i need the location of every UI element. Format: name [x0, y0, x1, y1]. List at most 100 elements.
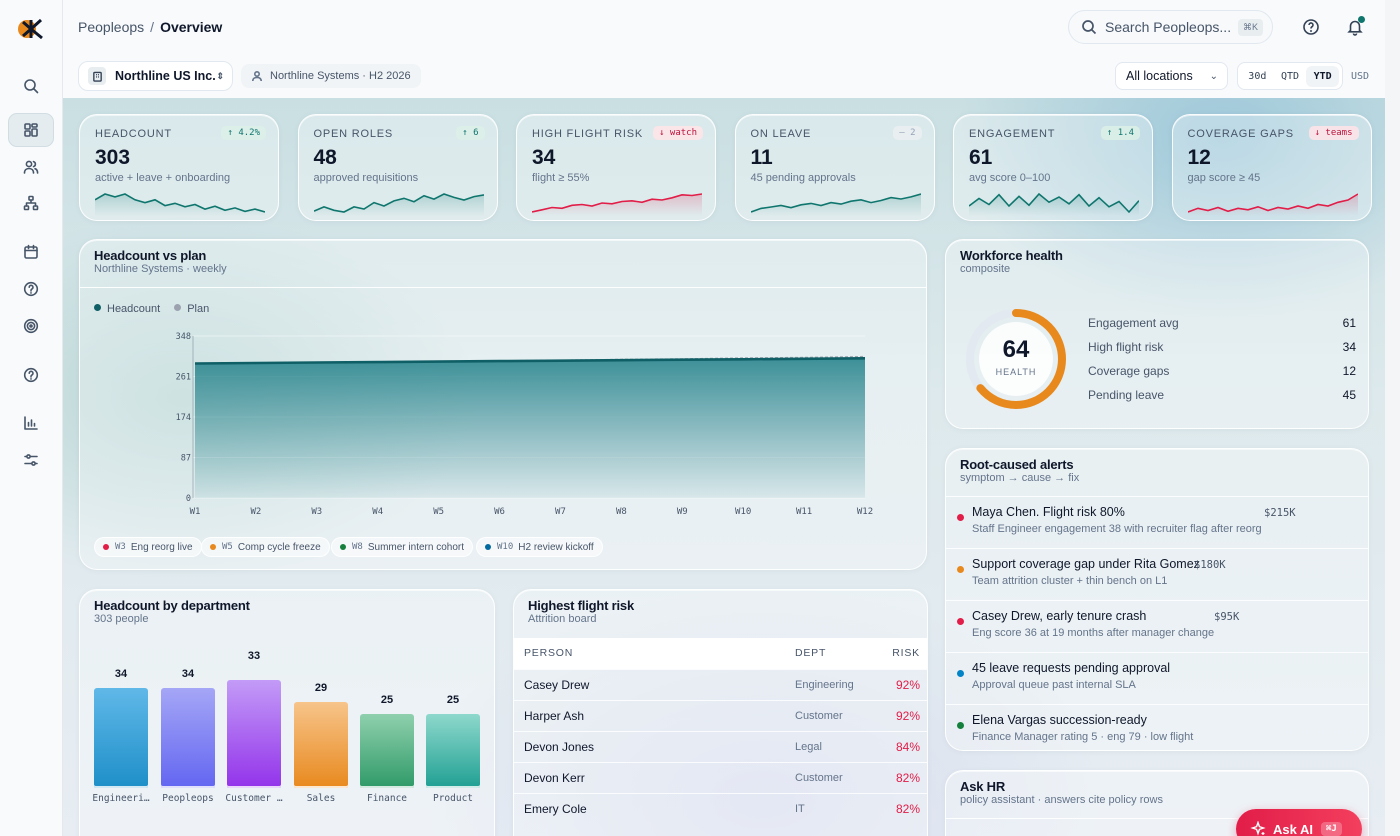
alert-item[interactable]: Support coverage gap under Rita Gomez Tea…: [946, 548, 1368, 600]
x-tick-label: W1: [190, 507, 201, 517]
kpi-trend-badge: ↓ watch: [653, 126, 703, 140]
org-selector[interactable]: Northline US Inc. ⇕: [78, 61, 233, 91]
kpi-card[interactable]: ENGAGEMENT 61 avg score 0–100 ↑ 1.4: [953, 114, 1153, 221]
table-row[interactable]: Harper Ash Customer 92%: [514, 699, 927, 731]
nav-help[interactable]: [8, 272, 54, 306]
alert-title: Casey Drew, early tenure crash: [972, 609, 1147, 623]
panel-subtitle: composite: [960, 263, 1011, 275]
alert-description: Staff Engineer engagement 38 with recrui…: [972, 523, 1262, 535]
metric-value: 45: [1342, 388, 1356, 402]
period-30d[interactable]: 30d: [1248, 70, 1267, 82]
event-dot: [103, 544, 109, 550]
nav-goals[interactable]: [8, 309, 54, 343]
grid-icon: [24, 123, 38, 137]
kpi-sparkline: [95, 193, 265, 216]
department-bar[interactable]: [294, 702, 348, 788]
panel-subtitle: Attrition board: [528, 613, 597, 625]
legend-plan[interactable]: Plan: [174, 303, 209, 315]
kpi-card[interactable]: COVERAGE GAPS 12 gap score ≥ 45 ↓ teams: [1171, 114, 1372, 221]
event-label: Eng reorg live: [130, 541, 193, 553]
event-chip[interactable]: W3 Eng reorg live: [94, 537, 202, 557]
metric-label: Coverage gaps: [1088, 364, 1170, 378]
kpi-trend-badge: ↑ 4.2%: [221, 126, 266, 140]
headcount-chart-panel: Headcount vs plan Northline Systems · we…: [79, 239, 927, 570]
currency-label[interactable]: USD: [1351, 71, 1370, 82]
workforce-health-panel: Workforce health composite 64 HEALTH Eng…: [945, 239, 1369, 429]
sparkline-area: [532, 194, 702, 216]
nav-reports[interactable]: [8, 406, 54, 440]
bar-value-label: 34: [114, 668, 128, 680]
risk-cell: 84%: [877, 730, 927, 762]
logo[interactable]: [17, 16, 45, 42]
col-dept[interactable]: DEPT: [795, 638, 877, 669]
help-button[interactable]: [1302, 18, 1320, 36]
metric-label: Engagement avg: [1088, 316, 1179, 330]
breadcrumb-app[interactable]: Peopleops: [78, 19, 145, 35]
nav-org[interactable]: [8, 186, 54, 220]
nav-search[interactable]: [8, 69, 54, 103]
bar-category-label: Customer …: [225, 793, 283, 804]
nav-support[interactable]: [8, 358, 54, 392]
alert-item[interactable]: Maya Chen. Flight risk 80% Staff Engineer…: [946, 496, 1368, 548]
col-risk[interactable]: RISK: [877, 638, 927, 669]
dept-cell: IT: [795, 792, 877, 824]
ask-ai-shortcut: ⌘J: [1320, 822, 1342, 836]
health-metric-row: Coverage gaps 12: [1088, 364, 1356, 378]
department-bar[interactable]: [426, 714, 480, 788]
event-chip[interactable]: W5 Comp cycle freeze: [201, 537, 330, 557]
event-chip[interactable]: W10 H2 review kickoff: [476, 537, 603, 557]
legend-headcount[interactable]: Headcount: [94, 303, 160, 315]
table-row[interactable]: Emery Cole IT 82%: [514, 792, 927, 824]
period-ytd[interactable]: YTD: [1306, 65, 1340, 87]
risk-cell: 92%: [877, 668, 927, 700]
event-chip[interactable]: W8 Summer intern cohort: [331, 537, 473, 557]
table-row[interactable]: Devon Kerr Customer 82%: [514, 761, 927, 793]
ask-ai-button[interactable]: Ask AI ⌘J: [1236, 809, 1362, 836]
y-tick-label: 348: [176, 332, 191, 342]
event-dot: [485, 544, 491, 550]
context-chip[interactable]: Northline Systems · H2 2026: [241, 64, 421, 88]
bar-category-label: Product: [432, 793, 474, 804]
headcount-area: [195, 358, 865, 498]
metric-label: High flight risk: [1088, 340, 1164, 354]
nav-settings[interactable]: [8, 443, 54, 477]
event-week: W10: [497, 542, 514, 552]
department-bar[interactable]: [94, 688, 148, 788]
nav-dashboard[interactable]: [8, 113, 54, 147]
table-row[interactable]: Devon Jones Legal 84%: [514, 730, 927, 762]
search-input[interactable]: Search Peopleops...: [1105, 19, 1230, 35]
breadcrumb: Peopleops / Overview: [78, 19, 222, 35]
alert-description: Approval queue past internal SLA: [972, 679, 1136, 691]
scrollbar-track[interactable]: [1385, 0, 1400, 836]
kpi-trend-badge: — 2: [893, 126, 922, 140]
location-select[interactable]: All locations ⌄: [1115, 62, 1228, 90]
kpi-card[interactable]: ON LEAVE 11 45 pending approvals — 2: [734, 114, 935, 221]
period-qtd[interactable]: QTD: [1280, 70, 1300, 82]
kpi-card[interactable]: HIGH FLIGHT RISK 34 flight ≥ 55% ↓ watch: [516, 114, 716, 221]
panel-title: Workforce health: [960, 248, 1063, 263]
alert-item[interactable]: Elena Vargas succession-ready Finance Man…: [946, 704, 1368, 756]
table-row[interactable]: Casey Drew Engineering 92%: [514, 668, 927, 700]
event-dot: [210, 544, 216, 550]
bar-category-label: Finance: [366, 793, 408, 804]
kpi-value: 11: [750, 146, 773, 169]
department-bar[interactable]: [161, 688, 215, 788]
person-cell: Casey Drew: [514, 668, 795, 700]
department-bar[interactable]: [227, 680, 281, 788]
col-person[interactable]: PERSON: [514, 638, 795, 669]
kpi-card[interactable]: OPEN ROLES 48 approved requisitions ↑ 6: [297, 114, 498, 221]
nav-people[interactable]: [8, 150, 54, 184]
x-tick-label: W7: [555, 507, 566, 517]
alert-item[interactable]: 45 leave requests pending approval Approv…: [946, 652, 1368, 704]
department-bar[interactable]: [360, 714, 414, 788]
search-box[interactable]: Search Peopleops... ⌘K: [1068, 10, 1273, 44]
person-cell: Devon Jones: [514, 730, 795, 762]
kpi-subtext: gap score ≥ 45: [1187, 172, 1261, 184]
alert-title: Maya Chen. Flight risk 80%: [972, 505, 1125, 519]
headcount-line: [194, 357, 866, 365]
kpi-card[interactable]: HEADCOUNT 303 active + leave + onboarding ↑…: [79, 114, 279, 221]
alert-item[interactable]: Casey Drew, early tenure crash Eng score …: [946, 600, 1368, 652]
headcount-area-chart: 0 87 174 261 348 W1 W2 W3 W4 W5 W6 W7 W8 W9 W10 W11 W12: [176, 332, 873, 517]
notifications-button[interactable]: [1346, 16, 1365, 36]
nav-calendar[interactable]: [8, 235, 54, 269]
